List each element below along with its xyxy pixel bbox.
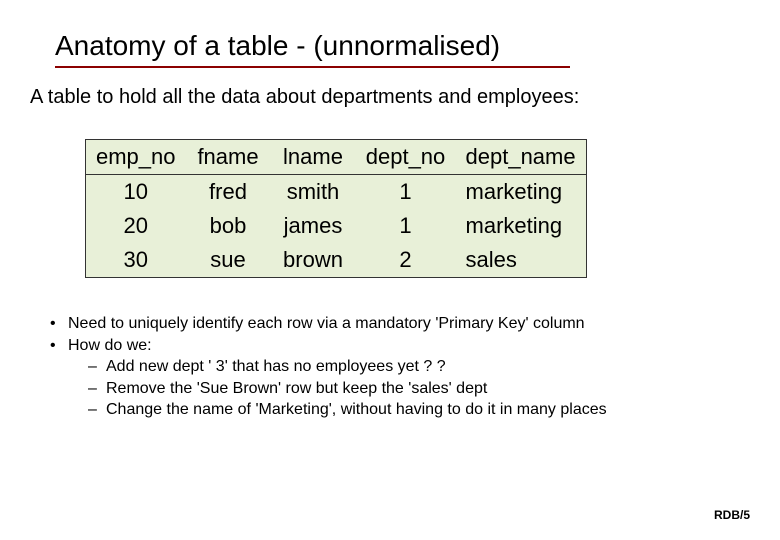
cell: 20 <box>86 209 186 243</box>
col-header-lname: lname <box>271 140 356 175</box>
slide-title: Anatomy of a table - (unnormalised) <box>55 30 570 68</box>
bullet-item: How do we: Add new dept ' 3' that has no… <box>50 335 750 421</box>
sub-bullet-item: Add new dept ' 3' that has no employees … <box>88 356 750 378</box>
slide-footer: RDB/5 <box>714 508 750 522</box>
cell: james <box>271 209 356 243</box>
data-table-container: emp_no fname lname dept_no dept_name 10 … <box>85 139 750 278</box>
bullet-text: How do we: <box>68 337 152 354</box>
employee-table: emp_no fname lname dept_no dept_name 10 … <box>85 139 587 278</box>
bullet-list: Need to uniquely identify each row via a… <box>50 313 750 421</box>
cell: smith <box>271 175 356 210</box>
sub-bullet-item: Remove the 'Sue Brown' row but keep the … <box>88 378 750 400</box>
cell: fred <box>186 175 271 210</box>
cell: 1 <box>356 175 456 210</box>
cell: sales <box>456 243 587 278</box>
cell: bob <box>186 209 271 243</box>
table-row: 20 bob james 1 marketing <box>86 209 587 243</box>
cell: 1 <box>356 209 456 243</box>
table-header-row: emp_no fname lname dept_no dept_name <box>86 140 587 175</box>
col-header-deptname: dept_name <box>456 140 587 175</box>
table-row: 30 sue brown 2 sales <box>86 243 587 278</box>
col-header-empno: emp_no <box>86 140 186 175</box>
table-row: 10 fred smith 1 marketing <box>86 175 587 210</box>
cell: marketing <box>456 175 587 210</box>
bullet-item: Need to uniquely identify each row via a… <box>50 313 750 335</box>
sub-bullet-list: Add new dept ' 3' that has no employees … <box>88 356 750 421</box>
cell: marketing <box>456 209 587 243</box>
cell: 10 <box>86 175 186 210</box>
col-header-fname: fname <box>186 140 271 175</box>
cell: 2 <box>356 243 456 278</box>
cell: sue <box>186 243 271 278</box>
col-header-deptno: dept_no <box>356 140 456 175</box>
cell: brown <box>271 243 356 278</box>
cell: 30 <box>86 243 186 278</box>
sub-bullet-item: Change the name of 'Marketing', without … <box>88 399 750 421</box>
slide-subtitle: A table to hold all the data about depar… <box>30 86 750 109</box>
